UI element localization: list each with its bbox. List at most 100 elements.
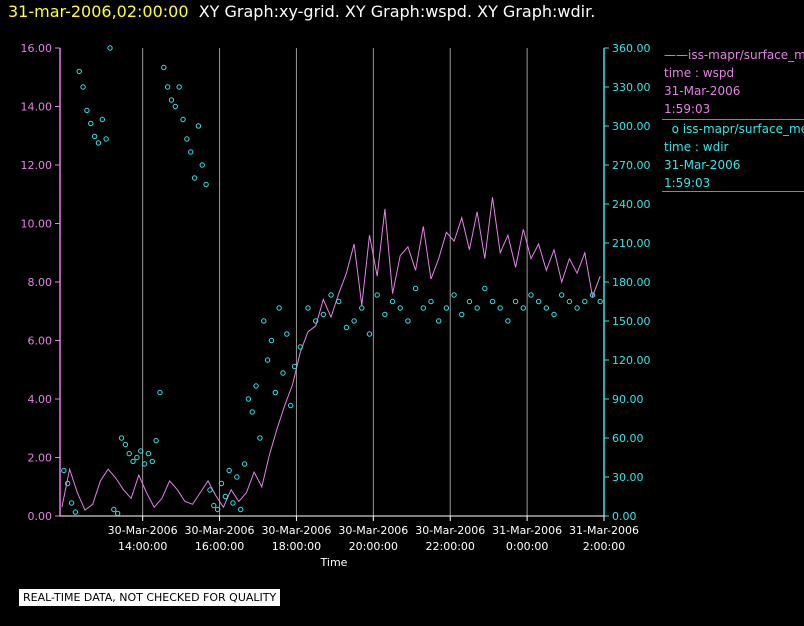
y-left-tick-label: 14.00 xyxy=(21,101,53,114)
y-right-tick-label: 330.00 xyxy=(612,81,651,94)
wdir-point xyxy=(76,68,82,75)
series-wspd-line xyxy=(61,197,601,511)
wdir-point xyxy=(114,510,121,517)
wdir-point xyxy=(489,298,496,305)
wdir-point xyxy=(245,396,252,402)
wdir-point xyxy=(138,448,144,454)
wdir-point xyxy=(420,305,427,311)
wdir-point xyxy=(68,500,75,506)
x-tick-label-date: 31-Mar-2006 xyxy=(492,524,562,537)
wdir-point xyxy=(320,311,327,318)
wdir-point xyxy=(359,305,365,311)
wdir-point xyxy=(435,318,442,324)
y-left-tick-label: 2.00 xyxy=(28,452,53,465)
wdir-point xyxy=(543,305,550,311)
y-right-tick-label: 360.00 xyxy=(612,42,651,55)
wdir-point xyxy=(474,305,480,311)
wdir-point xyxy=(118,435,125,441)
wdir-point xyxy=(234,474,240,480)
title-timestamp: 31-mar-2006,02:00:00 xyxy=(8,2,189,21)
wdir-point xyxy=(84,107,90,114)
y-right-tick-label: 270.00 xyxy=(612,159,651,172)
legend-wdir-xlabel: time : wdir xyxy=(664,140,729,154)
wdir-point xyxy=(180,116,186,123)
wdir-point xyxy=(551,311,557,318)
wdir-point xyxy=(291,363,298,370)
x-tick-label-time: 0:00:00 xyxy=(506,540,548,553)
wdir-point xyxy=(237,506,244,513)
legend-wdir-time: 1:59:03 xyxy=(664,176,711,190)
wdir-point xyxy=(103,136,109,142)
wdir-point xyxy=(80,84,86,90)
wdir-point xyxy=(257,435,263,441)
wdir-point xyxy=(535,298,542,305)
x-axis-label: Time xyxy=(320,556,348,569)
legend-wspd-date: 31-Mar-2006 xyxy=(664,84,741,98)
wdir-point xyxy=(172,103,179,110)
wdir-point xyxy=(272,389,278,396)
wdir-point xyxy=(351,318,357,324)
wdir-point xyxy=(374,292,380,298)
wdir-point xyxy=(184,136,190,142)
x-tick-label-date: 30-Mar-2006 xyxy=(185,524,255,537)
wdir-point xyxy=(397,305,403,311)
y-left-tick-label: 4.00 xyxy=(28,393,53,406)
wdir-point xyxy=(91,133,98,140)
wdir-point xyxy=(589,292,596,298)
wdir-point xyxy=(168,97,175,103)
y-left-tick-label: 10.00 xyxy=(21,218,53,231)
wdir-point xyxy=(164,84,171,90)
wdir-point xyxy=(389,298,396,305)
y-right-tick-label: 150.00 xyxy=(612,315,651,328)
wdir-point xyxy=(582,298,588,305)
wdir-point xyxy=(211,502,217,509)
wdir-point xyxy=(566,298,573,305)
y-right-tick-label: 300.00 xyxy=(612,120,651,133)
wdir-point xyxy=(328,292,334,298)
y-left-tick-label: 6.00 xyxy=(28,335,53,348)
wdir-point xyxy=(199,162,205,168)
legend-wspd: ——iss-mapr/surface_met time : wspd 31-Ma… xyxy=(664,46,804,118)
wdir-point xyxy=(249,409,255,415)
y-right-tick-label: 210.00 xyxy=(612,237,651,250)
wdir-point xyxy=(520,305,526,311)
wdir-point xyxy=(88,120,94,127)
wdir-point xyxy=(264,357,271,363)
wdir-point xyxy=(188,149,194,155)
wdir-point xyxy=(268,337,275,344)
wdir-point xyxy=(428,298,434,305)
wdir-point xyxy=(222,493,229,500)
legend-wdir-date: 31-Mar-2006 xyxy=(664,158,741,172)
wdir-point xyxy=(230,500,236,506)
wdir-point xyxy=(443,305,450,311)
wdir-point xyxy=(95,140,102,146)
x-tick-label-date: 30-Mar-2006 xyxy=(415,524,485,537)
wdir-point xyxy=(99,116,105,123)
y-right-tick-label: 120.00 xyxy=(612,354,651,367)
x-tick-label-time: 20:00:00 xyxy=(349,540,398,553)
y-left-tick-label: 8.00 xyxy=(28,276,53,289)
x-tick-label-time: 18:00:00 xyxy=(272,540,321,553)
wdir-point xyxy=(405,318,411,324)
y-right-tick-label: 0.00 xyxy=(612,510,637,523)
wdir-point xyxy=(207,487,213,493)
y-left-tick-label: 16.00 xyxy=(21,42,53,55)
x-tick-label-time: 22:00:00 xyxy=(426,540,475,553)
wdir-point xyxy=(72,509,79,515)
wdir-point xyxy=(111,506,117,513)
wdir-point xyxy=(597,298,603,305)
wdir-point xyxy=(241,461,248,467)
wdir-point xyxy=(141,461,148,467)
wdir-point xyxy=(107,45,113,51)
legend-wspd-time: 1:59:03 xyxy=(664,102,711,116)
legend-wspd-line-swatch: —— xyxy=(664,48,688,62)
wdir-point xyxy=(176,84,182,90)
wdir-point xyxy=(253,383,259,389)
wdir-point xyxy=(64,480,71,487)
wdir-point xyxy=(284,331,290,337)
wdir-point xyxy=(61,467,67,474)
wdir-point xyxy=(305,305,311,311)
wdir-point xyxy=(466,298,473,305)
legend-wdir-name: iss-mapr/surface_met xyxy=(682,122,804,136)
wdir-point xyxy=(280,370,286,376)
